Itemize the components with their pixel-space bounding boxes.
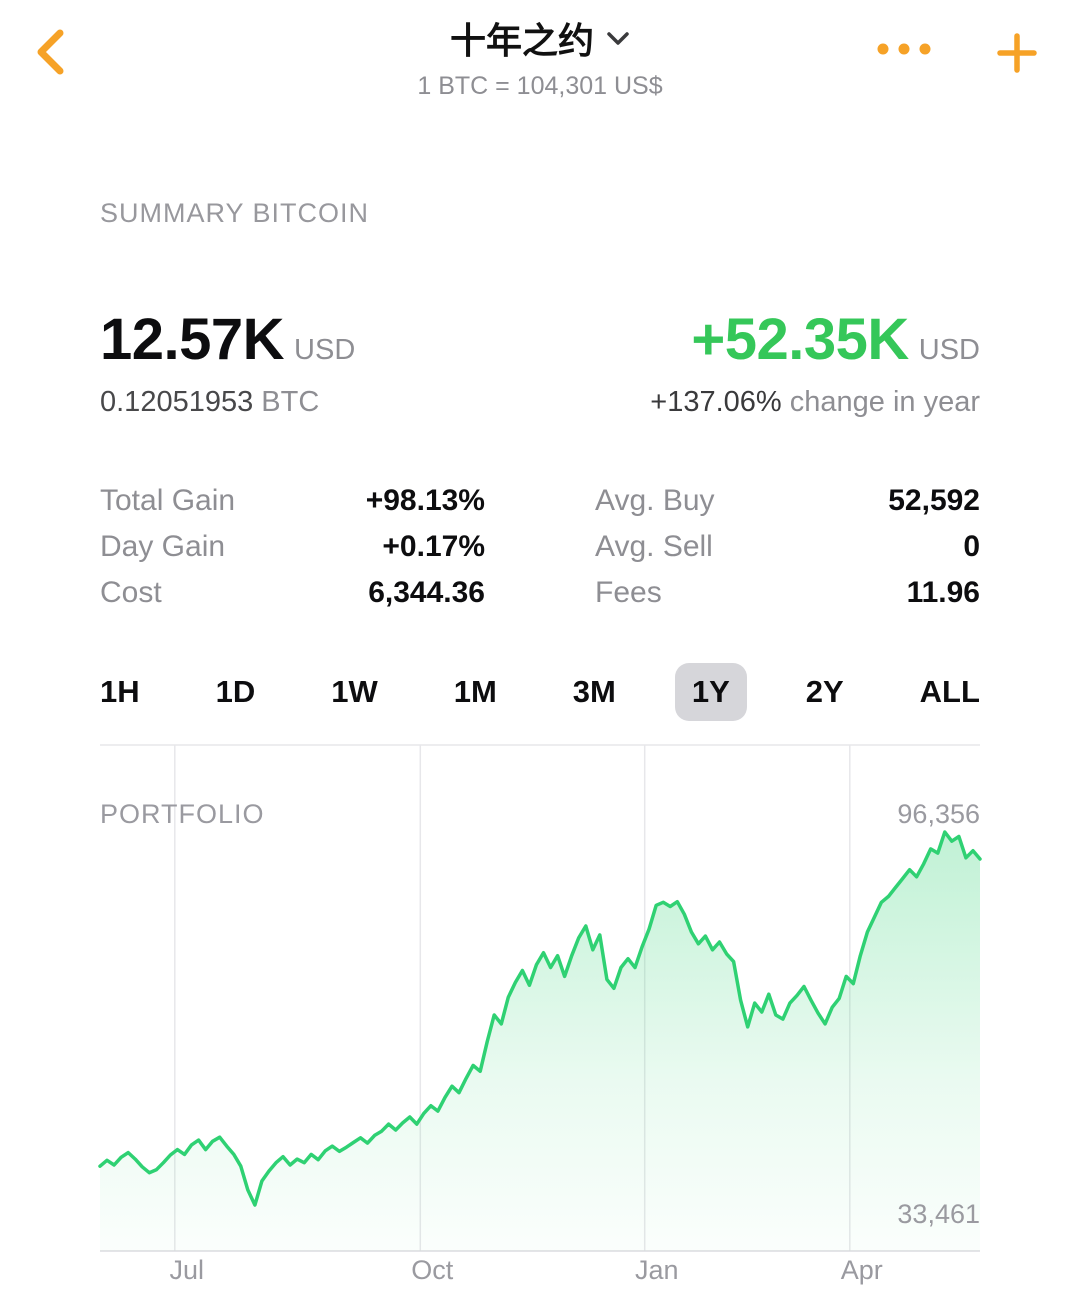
range-tab-1d[interactable]: 1D (215, 674, 256, 709)
back-button[interactable] (34, 28, 64, 79)
stat-label: Cost (100, 576, 162, 609)
portfolio-selector[interactable]: 十年之约 (450, 12, 630, 64)
section-label: SUMMARY BITCOIN (100, 198, 370, 228)
change-group: +137.06% change in year (650, 386, 980, 419)
range-selector: 1H 1D 1W 1M 3M 1Y 2Y ALL (100, 663, 980, 721)
holdings-unit: BTC (261, 386, 320, 418)
header: 十年之约 1 BTC = 104,301 US$ (0, 12, 1080, 101)
range-tab-1h[interactable]: 1H (100, 674, 140, 709)
stat-label: Avg. Buy (595, 484, 715, 517)
stat-value: 0 (963, 530, 980, 563)
stat-value: +98.13% (365, 484, 485, 517)
exchange-rate: 1 BTC = 104,301 US$ (417, 72, 663, 100)
chevron-left-icon (37, 29, 64, 75)
chart-label: PORTFOLIO (100, 799, 265, 829)
stat-value: 11.96 (906, 576, 980, 609)
chart-min-label: 33,461 (897, 1199, 980, 1229)
portfolio-value-group: 12.57K USD (100, 306, 355, 373)
stat-label: Day Gain (100, 530, 226, 563)
stats-right-column: Avg. Buy 52,592 Avg. Sell 0 Fees 11.96 (595, 478, 980, 616)
x-axis-tick: Apr (840, 1255, 883, 1285)
gain-value: +52.35K (691, 307, 909, 372)
range-tab-1m[interactable]: 1M (453, 674, 497, 709)
change-percent: +137.06% (650, 386, 782, 418)
chart-x-axis: Jul Oct Jan Apr (100, 1255, 980, 1287)
stat-row-day-gain: Day Gain +0.17% (100, 524, 485, 570)
stat-row-avg-buy: Avg. Buy 52,592 (595, 478, 980, 524)
chevron-down-icon (606, 31, 630, 51)
stat-value: 6,344.36 (368, 576, 485, 609)
add-button[interactable] (996, 32, 1038, 77)
portfolio-chart-svg[interactable] (98, 741, 982, 1253)
stat-row-avg-sell: Avg. Sell 0 (595, 524, 980, 570)
gain-value-group: +52.35K USD (691, 306, 980, 373)
chart-area (100, 832, 980, 1251)
range-tab-all[interactable]: ALL (919, 674, 980, 709)
holdings-group: 0.12051953 BTC (100, 386, 319, 419)
range-tab-1w[interactable]: 1W (331, 674, 378, 709)
stat-label: Fees (595, 576, 662, 609)
x-axis-tick: Oct (411, 1255, 454, 1285)
range-tab-1y[interactable]: 1Y (674, 663, 747, 721)
plus-icon (997, 33, 1037, 73)
stat-value: 52,592 (888, 484, 980, 517)
stat-label: Total Gain (100, 484, 236, 517)
portfolio-value: 12.57K (100, 307, 285, 372)
x-axis-tick: Jul (169, 1255, 205, 1285)
stat-row-cost: Cost 6,344.36 (100, 570, 485, 616)
range-tab-2y[interactable]: 2Y (805, 674, 844, 709)
stat-value: +0.17% (382, 530, 485, 563)
stat-row-total-gain: Total Gain +98.13% (100, 478, 485, 524)
ellipsis-icon (877, 43, 931, 55)
portfolio-value-unit: USD (294, 334, 356, 366)
chart-line (98, 830, 982, 1207)
holdings-amount: 0.12051953 (100, 386, 254, 418)
stats-left-column: Total Gain +98.13% Day Gain +0.17% Cost … (100, 478, 485, 616)
range-tab-3m[interactable]: 3M (572, 674, 616, 709)
stat-label: Avg. Sell (595, 530, 713, 563)
portfolio-chart: PORTFOLIO 96,356 33,461 Jul Oct Jan Apr (98, 741, 982, 1301)
page-title: 十年之约 (449, 20, 594, 61)
summary-subvalues: 0.12051953 BTC +137.06% change in year (100, 386, 980, 419)
x-axis-tick: Jan (634, 1255, 679, 1285)
more-button[interactable] (876, 42, 932, 59)
summary-values: 12.57K USD +52.35K USD (100, 306, 980, 373)
chart-max-label: 96,356 (897, 799, 980, 829)
stats-grid: Total Gain +98.13% Day Gain +0.17% Cost … (100, 478, 980, 616)
stat-row-fees: Fees 11.96 (595, 570, 980, 616)
gain-value-unit: USD (918, 334, 980, 366)
change-caption: change in year (789, 386, 980, 418)
